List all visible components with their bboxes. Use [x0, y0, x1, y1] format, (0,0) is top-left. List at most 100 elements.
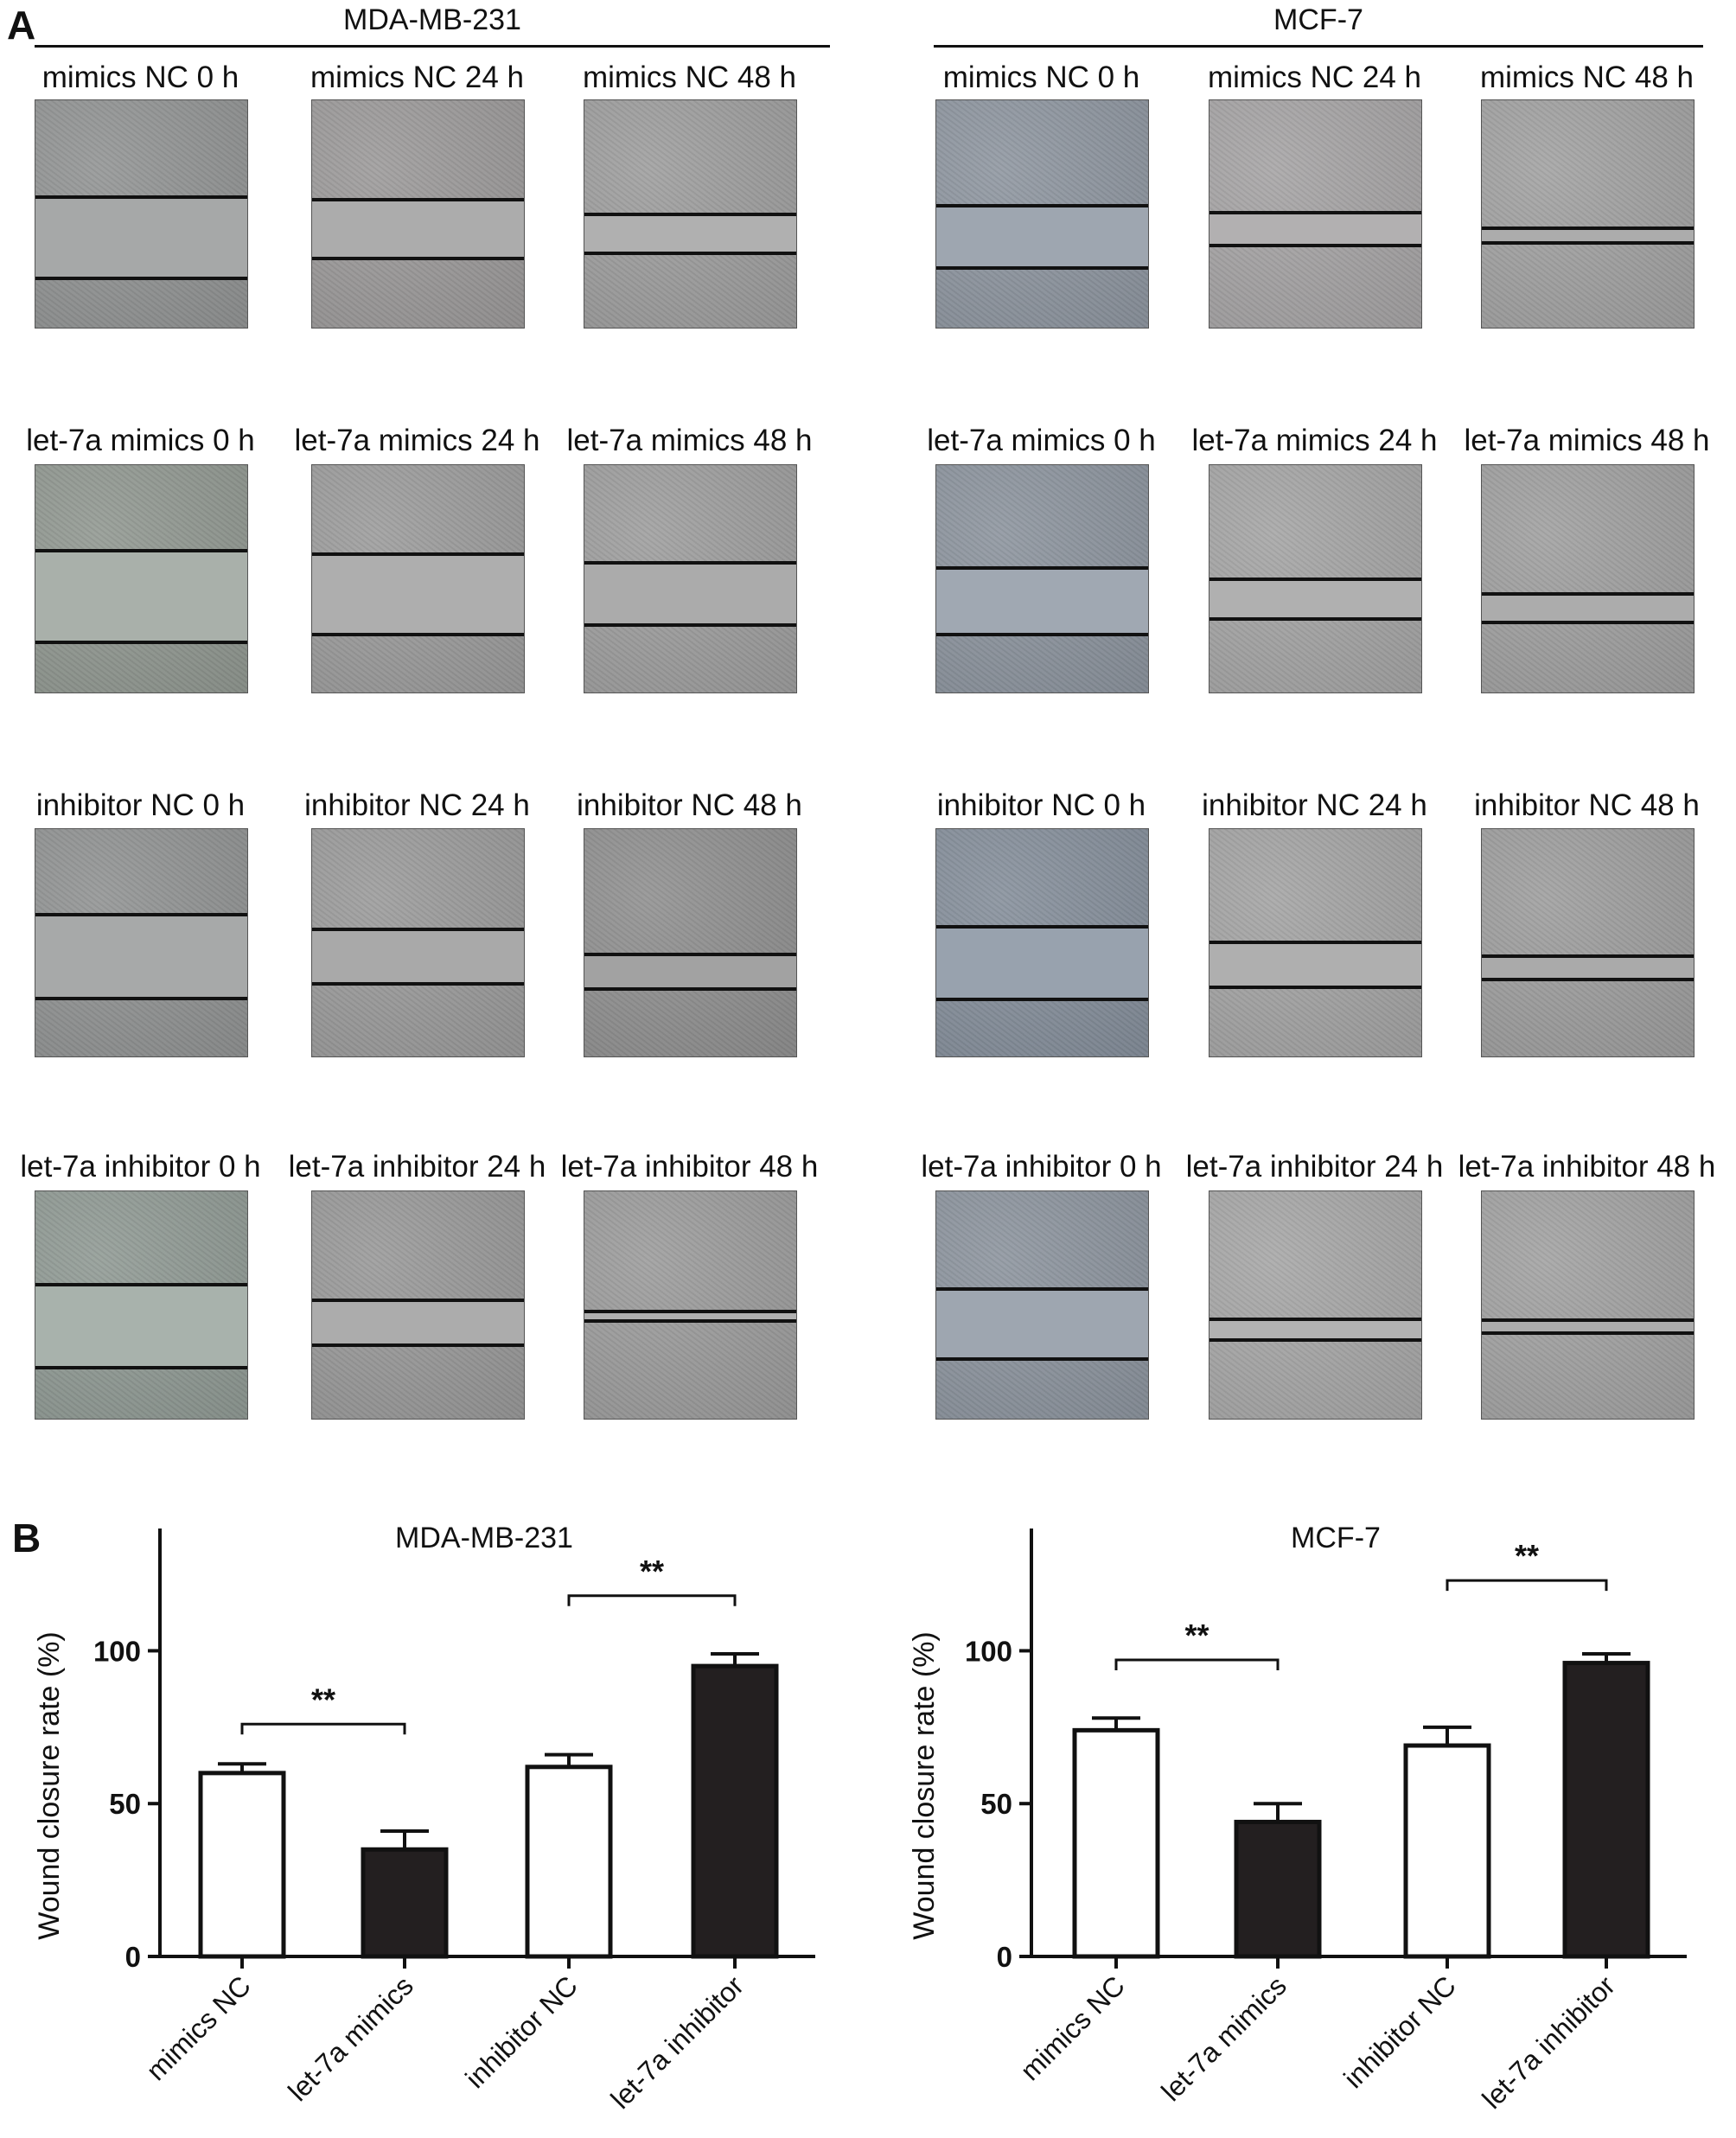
category-label: inhibitor NC	[459, 1969, 584, 2094]
wound-healing-micrograph	[584, 1190, 797, 1420]
wound-healing-micrograph	[35, 828, 248, 1057]
wound-healing-micrograph	[1481, 828, 1695, 1057]
wound-gap	[584, 214, 796, 253]
wound-edge-line	[936, 998, 1148, 1001]
wound-edge-line	[1209, 1338, 1421, 1342]
wound-gap	[35, 197, 247, 278]
wound-healing-micrograph	[1481, 1190, 1695, 1420]
wound-edge-line	[584, 561, 796, 565]
significance-label: **	[1515, 1538, 1539, 1573]
wound-gap	[1482, 228, 1694, 243]
micrograph-caption: mimics NC 24 h	[310, 61, 524, 94]
micrograph-caption: let-7a mimics 24 h	[1191, 424, 1438, 457]
chart-title: MDA-MB-231	[395, 1522, 573, 1554]
wound-healing-micrograph	[584, 99, 797, 329]
wound-edge-line	[584, 987, 796, 991]
group-rule-mcf7	[934, 45, 1703, 48]
wound-healing-micrograph	[35, 1190, 248, 1420]
wound-edge-line	[312, 928, 524, 931]
wound-healing-micrograph	[1209, 99, 1422, 329]
wound-edge-line	[35, 913, 247, 916]
micrograph-caption: let-7a mimics 0 h	[927, 424, 1156, 457]
category-label: mimics NC	[140, 1969, 257, 2086]
category-label: mimics NC	[1014, 1969, 1131, 2086]
wound-edge-line	[1482, 592, 1694, 596]
wound-edge-line	[35, 641, 247, 644]
bar	[1072, 1727, 1160, 1959]
wound-edge-line	[936, 1357, 1148, 1361]
wound-gap	[1482, 1320, 1694, 1333]
wound-edge-line	[936, 204, 1148, 207]
wound-edge-line	[312, 633, 524, 636]
wound-healing-micrograph	[584, 828, 797, 1057]
micrograph-caption: inhibitor NC 0 h	[35, 788, 246, 822]
wound-edge-line	[1209, 578, 1421, 581]
wound-edge-line	[936, 633, 1148, 636]
micrograph-caption: let-7a mimics 0 h	[26, 424, 255, 457]
y-tick-label: 0	[125, 1941, 141, 1973]
wound-healing-micrograph	[1209, 464, 1422, 693]
wound-gap	[312, 554, 524, 635]
wound-gap	[1209, 1319, 1421, 1340]
wound-edge-line	[312, 198, 524, 201]
wound-healing-micrograph	[1481, 464, 1695, 693]
bar	[1234, 1819, 1322, 1959]
wound-healing-micrograph	[311, 1190, 525, 1420]
wound-edge-line	[1482, 621, 1694, 624]
bar	[525, 1765, 613, 1959]
significance-bracket	[1114, 1658, 1280, 1671]
wound-gap	[584, 954, 796, 989]
chart-mda-mb-231: MDA-MB-231 Wound closure rate (%) 0 50 100 mi…	[33, 1522, 815, 2115]
wound-gap	[936, 927, 1148, 999]
wound-edge-line	[312, 552, 524, 556]
significance-bracket	[1446, 1579, 1608, 1592]
micrograph-caption: let-7a inhibitor 24 h	[288, 1150, 546, 1184]
wound-edge-line	[936, 266, 1148, 270]
wound-edge-line	[312, 982, 524, 986]
wound-edge-line	[584, 953, 796, 956]
wound-healing-micrograph	[35, 99, 248, 329]
group-rule-mda	[35, 45, 830, 48]
wound-edge-line	[584, 1310, 796, 1313]
wound-edge-line	[312, 1343, 524, 1347]
wound-edge-line	[584, 213, 796, 216]
wound-edge-line	[936, 566, 1148, 570]
micrograph-caption: let-7a inhibitor 0 h	[20, 1150, 261, 1184]
wound-gap	[1482, 594, 1694, 622]
panel-a-letter: A	[7, 3, 36, 48]
micrograph-caption: mimics NC 24 h	[1208, 61, 1421, 94]
wound-edge-line	[35, 277, 247, 280]
micrograph-caption: mimics NC 0 h	[942, 61, 1140, 94]
wound-edge-line	[1482, 978, 1694, 981]
wound-edge-line	[35, 997, 247, 1000]
wound-healing-micrograph	[311, 464, 525, 693]
wound-gap	[35, 915, 247, 999]
group-title-mcf7: MCF-7	[1273, 3, 1363, 36]
wound-edge-line	[312, 257, 524, 260]
y-tick-label: 0	[997, 1941, 1012, 1973]
wound-healing-micrograph	[35, 464, 248, 693]
wound-edge-line	[35, 1366, 247, 1369]
micrograph-caption: mimics NC 0 h	[41, 61, 239, 94]
category-label: let-7a mimics	[1155, 1969, 1292, 2107]
wound-gap	[584, 563, 796, 625]
wound-edge-line	[312, 1299, 524, 1302]
category-label: let-7a inhibitor	[604, 1969, 750, 2115]
chart-title: MCF-7	[1291, 1522, 1381, 1554]
wound-healing-micrograph	[935, 464, 1149, 693]
group-title-mda: MDA-MB-231	[343, 3, 521, 36]
wound-gap	[936, 206, 1148, 268]
micrograph-caption: let-7a inhibitor 48 h	[1458, 1150, 1716, 1184]
wound-healing-micrograph	[935, 1190, 1149, 1420]
significance-bracket	[567, 1594, 737, 1606]
y-axis-label: Wound closure rate (%)	[908, 1631, 941, 1940]
wound-edge-line	[35, 549, 247, 552]
micrograph-caption: mimics NC 48 h	[1480, 61, 1694, 94]
wound-healing-micrograph	[935, 99, 1149, 329]
micrograph-caption: let-7a inhibitor 0 h	[921, 1150, 1162, 1184]
y-tick-label: 50	[109, 1788, 141, 1820]
wound-edge-line	[584, 252, 796, 255]
wound-gap	[1209, 579, 1421, 619]
bar	[361, 1847, 449, 1959]
significance-label: **	[1184, 1618, 1209, 1653]
